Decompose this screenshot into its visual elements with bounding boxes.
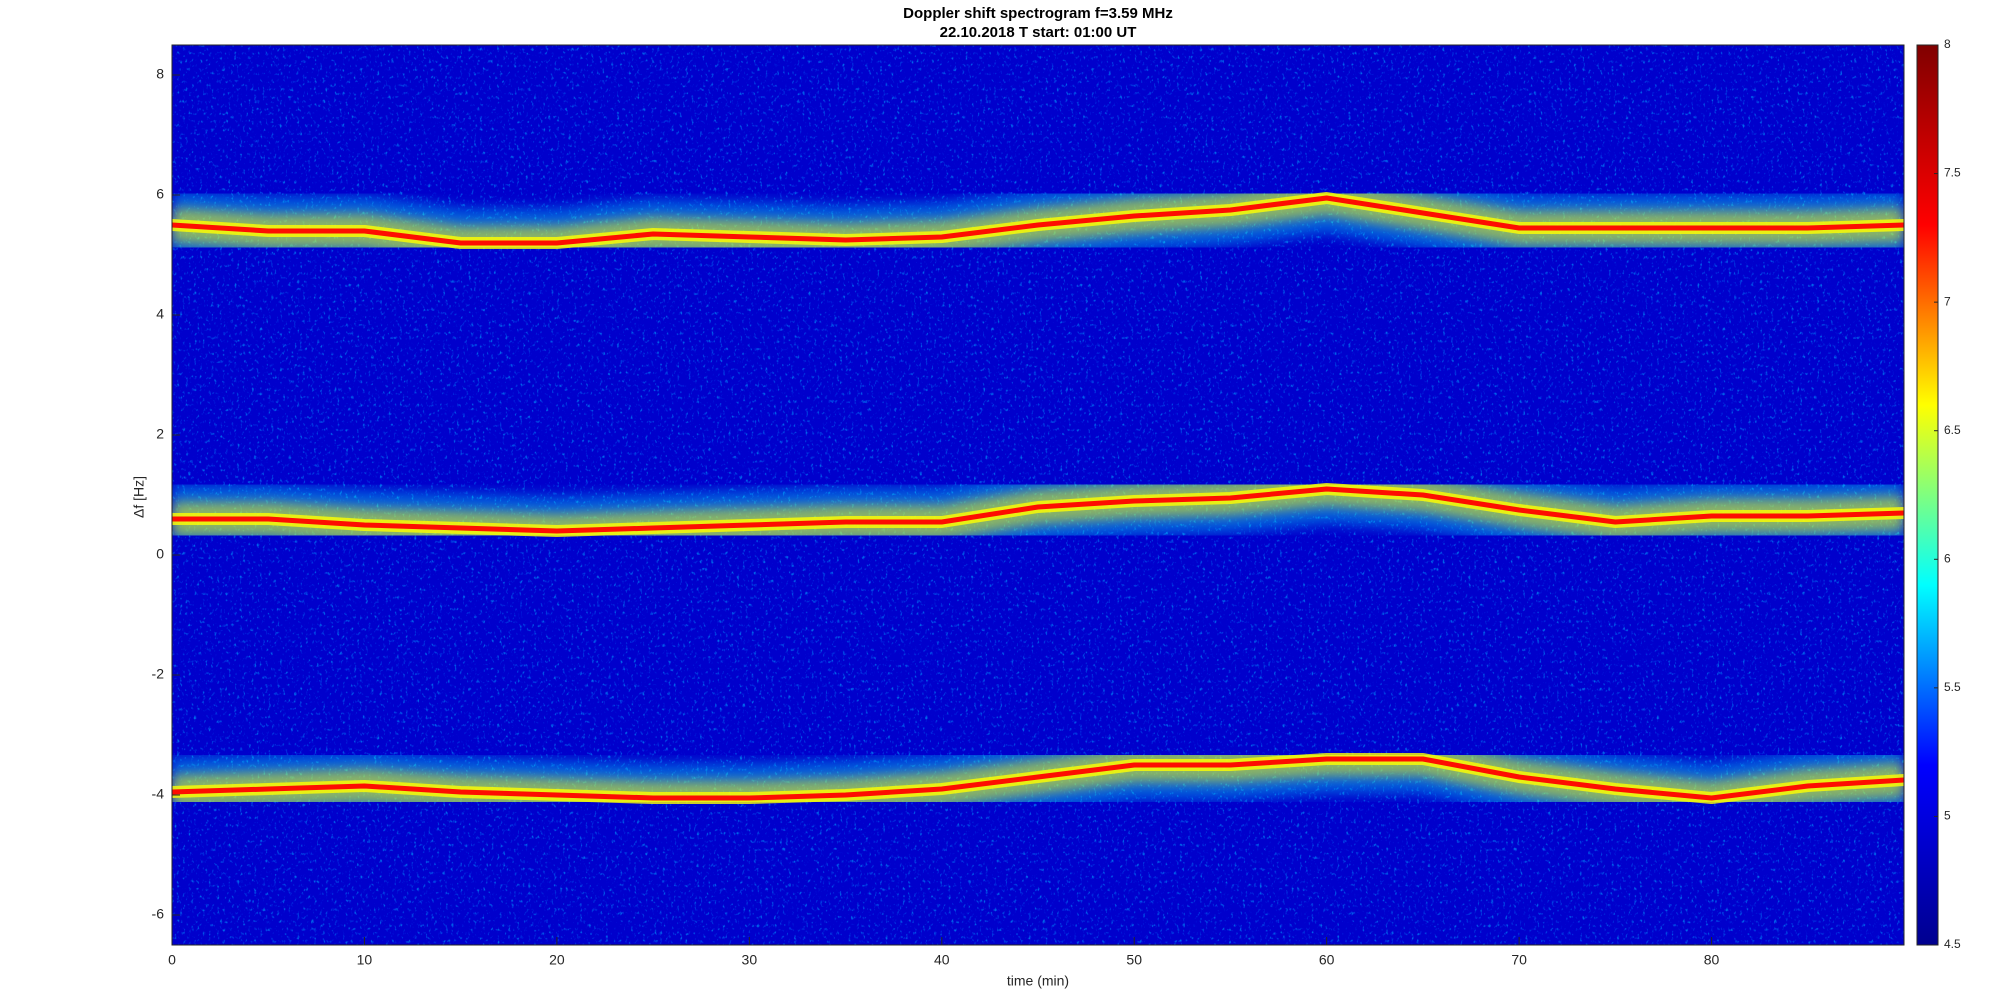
x-tick-label: 80 — [1704, 952, 1720, 968]
chart-subtitle: 22.10.2018 T start: 01:00 UT — [940, 24, 1137, 41]
colorbar — [1916, 44, 1939, 946]
y-tick-label: -2 — [152, 666, 165, 682]
y-tick-label: 4 — [156, 306, 164, 322]
y-tick-label: 0 — [156, 546, 164, 562]
colorbar-tick-label: 7 — [1944, 294, 1951, 308]
x-tick-label: 60 — [1319, 952, 1335, 968]
x-axis-label: time (min) — [1007, 973, 1069, 989]
colorbar-tick-label: 5 — [1944, 809, 1951, 823]
y-tick-label: -6 — [152, 906, 165, 922]
y-axis-label: Δf [Hz] — [131, 476, 147, 518]
spectral-trace — [172, 756, 1904, 801]
colorbar-tick-label: 8 — [1944, 37, 1951, 51]
traces — [172, 163, 1904, 833]
spectral-trace — [172, 195, 1904, 246]
x-tick-label: 0 — [168, 952, 176, 968]
x-tick-label: 20 — [549, 952, 565, 968]
spectral-trace — [172, 486, 1904, 534]
colorbar-tick-label: 6.5 — [1944, 423, 1961, 437]
colorbar-tick-label: 4.5 — [1944, 937, 1961, 951]
colorbar-tick-label: 6 — [1944, 551, 1951, 565]
x-tick-label: 40 — [934, 952, 950, 968]
colorbar-tick-label: 5.5 — [1944, 680, 1961, 694]
chart-title: Doppler shift spectrogram f=3.59 MHz — [903, 5, 1173, 22]
colorbar-tick-label: 7.5 — [1944, 166, 1961, 180]
y-tick-label: 2 — [156, 426, 164, 442]
y-tick-label: -4 — [152, 786, 165, 802]
x-tick-label: 70 — [1511, 952, 1527, 968]
x-tick-label: 30 — [742, 952, 758, 968]
y-tick-label: 8 — [156, 66, 164, 82]
y-tick-label: 6 — [156, 186, 164, 202]
x-tick-label: 10 — [357, 952, 373, 968]
axes-frame — [171, 44, 1905, 946]
x-tick-label: 50 — [1126, 952, 1142, 968]
